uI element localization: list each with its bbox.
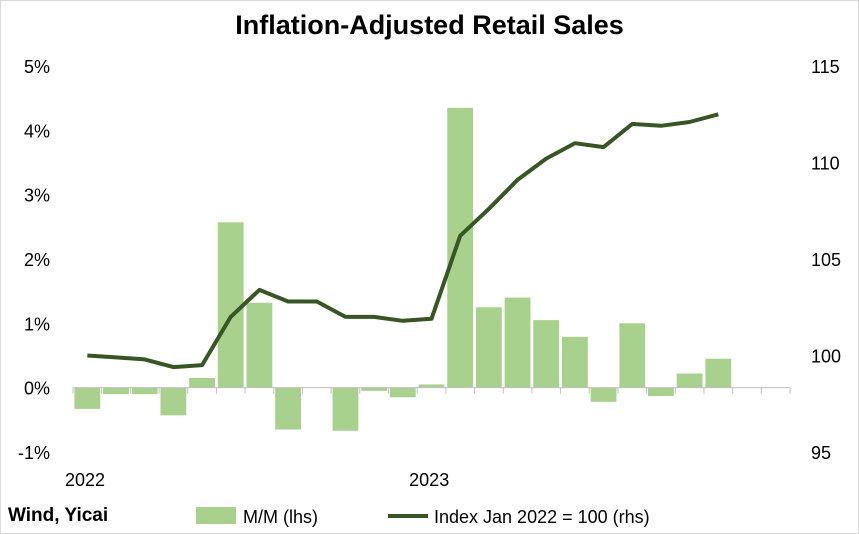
left-axis-tick-label: 3%: [24, 186, 50, 206]
mm-bar: [160, 387, 187, 416]
legend-bar-swatch: [196, 507, 236, 524]
right-axis-tick-label: 100: [811, 347, 841, 367]
axis-layer: -1% 0% 1% 2% 3% 4% 5% 95 100 105 110 115 2022 2023: [18, 57, 841, 490]
left-axis-tick-label: 5%: [24, 57, 50, 77]
left-axis-tick-label: -1%: [18, 443, 50, 463]
plot-layer: [74, 107, 732, 431]
mm-bar: [590, 387, 617, 402]
right-axis-tick-label: 115: [811, 57, 840, 77]
mm-bar: [74, 387, 101, 409]
legend-line-label: Index Jan 2022 = 100 (rhs): [434, 507, 650, 527]
mm-bar: [676, 373, 703, 388]
mm-bar: [619, 323, 646, 388]
mm-bar: [246, 302, 273, 388]
left-axis-tick-label: 1%: [24, 314, 50, 334]
index-line: [87, 112, 719, 370]
right-axis-tick-label: 110: [811, 154, 840, 174]
mm-bar: [561, 336, 588, 388]
mm-bar: [332, 387, 359, 431]
mm-bar: [131, 387, 158, 395]
chart-legend: M/M (lhs) Index Jan 2022 = 100 (rhs): [196, 507, 650, 527]
mm-bar: [389, 387, 416, 398]
legend-bar-label: M/M (lhs): [243, 507, 318, 527]
mm-bar: [533, 320, 560, 388]
left-axis-tick-label: 0%: [24, 379, 50, 399]
x-axis-tick-label: 2023: [409, 470, 449, 490]
mm-bar: [705, 358, 732, 388]
mm-bar: [418, 384, 445, 388]
right-axis-tick-label: 95: [811, 443, 831, 463]
chart-title: Inflation-Adjusted Retail Sales: [235, 10, 624, 40]
mm-bar: [361, 387, 388, 391]
mm-bar: [103, 387, 129, 395]
mm-bar: [447, 107, 474, 388]
mm-bar: [475, 307, 502, 388]
left-axis-tick-label: 2%: [24, 250, 50, 270]
left-axis-tick-label: 4%: [24, 121, 50, 141]
mm-bar: [648, 387, 674, 397]
mm-bar: [275, 387, 302, 430]
right-axis-tick-label: 105: [811, 250, 841, 270]
source-note: Wind, Yicai: [8, 505, 109, 526]
mm-bar: [504, 297, 531, 388]
mm-bar: [217, 222, 244, 388]
x-axis-tick-label: 2022: [65, 470, 105, 490]
mm-bar: [189, 378, 215, 388]
